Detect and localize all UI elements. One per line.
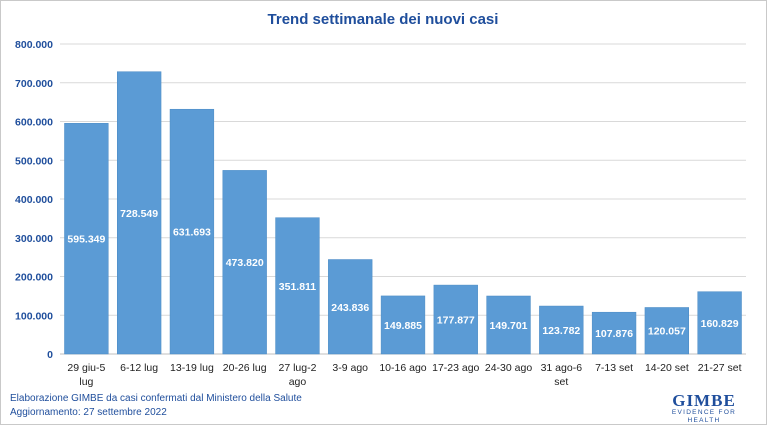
bar [169, 108, 215, 355]
x-tick-label: 17-23 ago [432, 362, 479, 374]
bar-value-label: 473.820 [226, 257, 264, 269]
bar [539, 305, 584, 355]
bar-value-label: 149.885 [384, 320, 422, 332]
x-tick-label: 13-19 lug [170, 362, 214, 374]
x-tick-label: 20-26 lug [223, 362, 267, 374]
bar [117, 71, 162, 355]
bar [64, 123, 109, 355]
x-tick-label: 14-20 set [645, 362, 689, 374]
x-tick-label: 21-27 set [698, 362, 742, 374]
x-tick-label: 10-16 ago [379, 362, 426, 374]
bar [275, 217, 320, 355]
bar-value-label: 595.349 [67, 234, 105, 246]
bar-value-label: 631.693 [173, 227, 211, 239]
bar [486, 295, 531, 355]
y-tick-label: 0 [47, 349, 53, 361]
bar-value-label: 107.876 [595, 328, 633, 340]
bar-value-label: 728.549 [120, 208, 158, 220]
bar-value-label: 177.877 [437, 315, 475, 327]
bar-value-label: 149.701 [490, 320, 528, 332]
x-tick-label: set [554, 376, 568, 388]
bar-value-label: 351.811 [279, 281, 317, 293]
bar [644, 307, 689, 355]
chart-title: Trend settimanale dei nuovi casi [268, 11, 499, 28]
x-tick-label: 3-9 ago [332, 362, 368, 374]
logo-tagline: EVIDENCE FOR HEALTH [671, 409, 737, 424]
bar [697, 291, 742, 355]
y-tick-label: 500.000 [15, 155, 53, 167]
x-tick-label: 7-13 set [595, 362, 633, 374]
x-tick-label: 6-12 lug [120, 362, 158, 374]
bar [591, 311, 637, 355]
bar [380, 295, 426, 355]
y-tick-label: 400.000 [15, 194, 53, 206]
bar-value-label: 160.829 [701, 318, 739, 330]
source-note: Elaborazione GIMBE da casi confermati da… [10, 393, 302, 404]
bar [222, 170, 267, 355]
y-tick-label: 200.000 [15, 272, 53, 284]
y-tick-label: 700.000 [15, 78, 53, 90]
y-tick-label: 100.000 [15, 310, 53, 322]
y-tick-label: 600.000 [15, 117, 53, 129]
bar [328, 259, 373, 355]
logo-brand: GIMBE [672, 391, 736, 410]
bar-value-label: 120.057 [648, 326, 686, 338]
x-tick-label: 24-30 ago [485, 362, 532, 374]
update-date: Aggiornamento: 27 settembre 2022 [10, 407, 167, 418]
gimbe-logo: GIMBE EVIDENCE FOR HEALTH [655, 391, 753, 425]
x-tick-label: 27 lug-2 [278, 362, 316, 374]
y-tick-label: 300.000 [15, 233, 53, 245]
bar-value-label: 123.782 [542, 325, 580, 337]
bar-value-label: 243.836 [331, 302, 369, 314]
x-tick-label: 29 giu-5 [67, 362, 105, 374]
bar [433, 284, 478, 355]
x-tick-label: ago [289, 376, 307, 388]
y-tick-label: 800.000 [15, 39, 53, 51]
x-tick-label: 31 ago-6 [541, 362, 583, 374]
x-tick-label: lug [79, 376, 93, 388]
